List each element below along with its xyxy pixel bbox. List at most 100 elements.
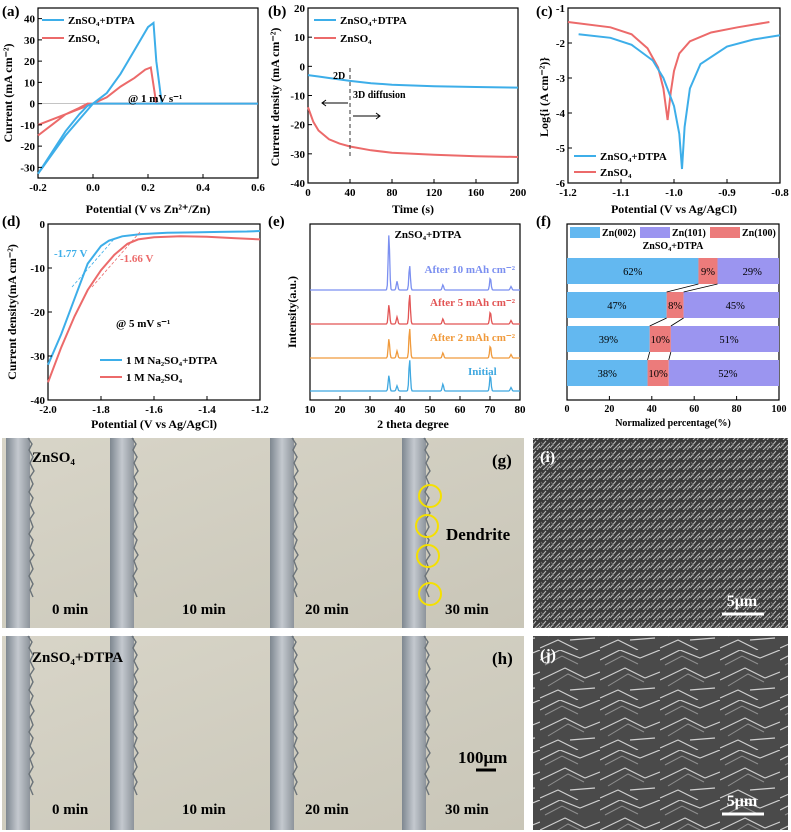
- d-legend-label: 1 M Na₂SO₄: [126, 372, 183, 384]
- b-x-tick-label: 40: [345, 187, 357, 199]
- elapsed-time-label: 20 min: [305, 602, 349, 618]
- a-x-tick-label: 0.6: [251, 182, 265, 194]
- d-y-tick-label: -30: [30, 351, 45, 363]
- e-x-tick-label: 40: [395, 404, 407, 416]
- y-axis-label-d: Current density(mA cm⁻²): [5, 244, 19, 380]
- electrode-edge-texture: [131, 635, 139, 796]
- photo-background-h: [2, 636, 524, 830]
- panel-c: (c) -1.2 -1.1 -1.0 -0.9 -0.8 -6 -5 -4 -3 -2 -1 ZnS…: [536, 3, 789, 216]
- bar-segment-zn100: [649, 326, 671, 352]
- panel-label-b: (b): [268, 4, 286, 20]
- zinc-electrode-strip: [6, 636, 30, 830]
- d-x-tick-label: -1.4: [198, 404, 216, 416]
- bar-segment-zn002: [567, 326, 650, 352]
- panel-label-f: (f): [536, 214, 551, 230]
- elapsed-time-label: 0 min: [52, 602, 89, 618]
- panel-g-photo: ZnSO₄ (g) 0 min 10 min 20 min 30 min Dendri…: [2, 437, 524, 628]
- panel-label-c: (c): [536, 4, 553, 20]
- f-x-tick-label: 40: [647, 404, 657, 415]
- b-x-tick-label: 0: [305, 187, 311, 199]
- electrode-edge-texture: [131, 437, 139, 598]
- elapsed-time-label: 30 min: [445, 802, 489, 818]
- f-x-tick-label: 100: [772, 404, 787, 415]
- d-y-tick-label: -40: [30, 395, 45, 407]
- panel-label-g: (g): [492, 451, 512, 470]
- zinc-electrode-strip: [110, 636, 134, 830]
- bar-value-zn100: 10%: [649, 369, 669, 380]
- onset-label-red: -1.66 V: [120, 253, 153, 265]
- c-y-tick-label: -5: [556, 143, 566, 155]
- xrd-pattern-label: After 5 mAh cm⁻²: [430, 297, 516, 309]
- b-y-tick-label: -20: [290, 120, 305, 132]
- panel-label-d: (d): [2, 214, 20, 230]
- xrd-pattern-line: [310, 328, 520, 359]
- x-axis-label-d: Potential (V vs Ag/AgCl): [91, 417, 217, 431]
- sem-image-i: [533, 438, 788, 628]
- c-y-tick-label: -6: [556, 178, 566, 190]
- photo-background-g: [2, 438, 524, 628]
- bar-value-zn100: 10%: [651, 335, 671, 346]
- electrolyte-label-h: ZnSO₄+DTPA: [32, 650, 123, 666]
- y-axis-label-e: Intensity(a.u.): [285, 276, 299, 348]
- bar-value-zn101: 52%: [718, 369, 738, 380]
- bar-value-zn101: 51%: [719, 335, 739, 346]
- a-x-tick-label: 0.0: [86, 182, 100, 194]
- c-x-tick-label: -0.9: [718, 187, 736, 199]
- title-e: ZnSO₄+DTPA: [395, 229, 462, 241]
- a-y-tick-label: -20: [20, 141, 35, 153]
- bar-value-zn101: 29%: [743, 267, 763, 278]
- panel-e: (e) ZnSO₄+DTPA After 10 mAh cm⁻² After 5 …: [268, 214, 526, 431]
- d-y-tick-label: -10: [30, 263, 45, 275]
- electrode-edge-texture: [291, 437, 299, 598]
- c-x-tick-label: -0.8: [771, 187, 789, 199]
- panel-label-i: (i): [540, 449, 555, 466]
- title-f: ZnSO₄+DTPA: [643, 241, 705, 252]
- bar-segment-zn002: [567, 360, 648, 386]
- annotation-a: @ 1 mV s⁻¹: [128, 93, 182, 105]
- f-legend-swatch: [570, 227, 600, 238]
- dendrite-markers: [415, 484, 442, 606]
- c-x-tick-label: -1.1: [612, 187, 629, 199]
- bar-segment-zn100: [698, 258, 718, 284]
- c-y-tick-label: -3: [556, 73, 566, 85]
- panel-label-a: (a): [2, 4, 20, 20]
- scale-bar-label-i: 5μm: [727, 593, 758, 610]
- bar-value-zn002: 38%: [598, 369, 618, 380]
- e-x-tick-label: 10: [305, 404, 317, 416]
- y-axis-label-b: Current density (mA cm⁻²): [268, 28, 282, 167]
- e-x-tick-label: 80: [515, 404, 527, 416]
- elapsed-time-label: 20 min: [305, 802, 349, 818]
- bar-connector: [647, 351, 651, 361]
- a-y-tick-label: -10: [20, 120, 35, 132]
- series-line-znso4-dtpa: [37, 20, 258, 175]
- series-line-na2so4: [47, 235, 261, 383]
- electrode-edge-texture: [291, 635, 299, 796]
- b-y-tick-label: 0: [300, 61, 306, 73]
- f-x-tick-label: 80: [732, 404, 742, 415]
- bar-segment-zn101: [668, 360, 779, 386]
- f-legend-label: Zn(101): [672, 228, 706, 239]
- b-y-tick-label: -10: [290, 91, 305, 103]
- zinc-electrode-strip: [270, 636, 294, 830]
- xrd-pattern-line: [310, 235, 520, 291]
- x-axis-label-b: Time (s): [392, 202, 434, 216]
- c-y-tick-label: -2: [556, 38, 566, 50]
- bar-segment-zn101: [717, 258, 779, 284]
- b-x-tick-label: 160: [468, 187, 485, 199]
- electrode-edge-texture: [27, 635, 35, 796]
- xrd-pattern-label: After 2 mAh cm⁻²: [430, 332, 516, 344]
- f-legend-label: Zn(002): [602, 228, 636, 239]
- d-legend-label: 1 M Na₂SO₄+DTPA: [126, 355, 218, 367]
- a-y-tick-label: 0: [30, 99, 36, 111]
- d-x-tick-label: -1.6: [145, 404, 163, 416]
- f-x-tick-label: 60: [689, 404, 699, 415]
- series-line-znso4: [307, 106, 519, 158]
- zinc-electrode-strip: [6, 438, 30, 628]
- bar-connector: [666, 283, 699, 293]
- panel-f: (f) Zn(002) Zn(101) Zn(100) ZnSO₄+DTPA 62%…: [536, 214, 787, 429]
- bar-connector: [649, 317, 667, 327]
- series-line-znso4-dtpa: [307, 74, 519, 89]
- a-y-tick-label: -30: [20, 162, 35, 174]
- zinc-electrode-strip: [270, 438, 294, 628]
- a-y-tick-label: 20: [24, 56, 36, 68]
